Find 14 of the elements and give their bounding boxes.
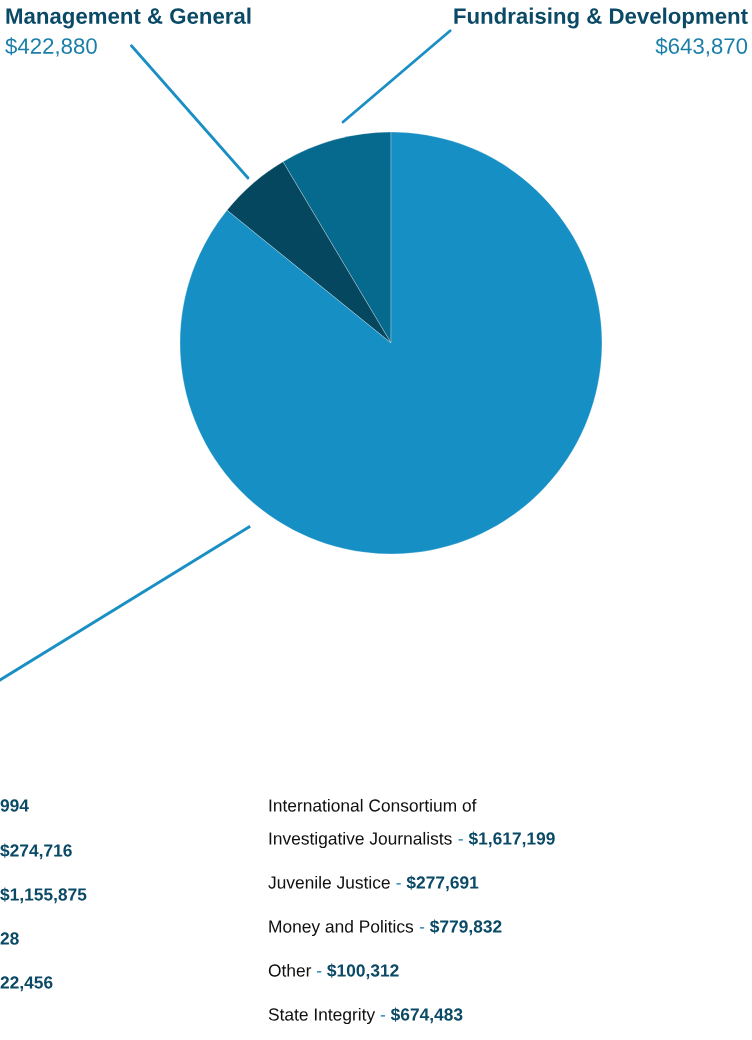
text: International Consortium of Investigative Journalists - $1,617,199: [269, 798, 555, 849]
text: $274,716: [0, 843, 72, 860]
text: 22,456: [0, 976, 53, 992]
text: 28: [0, 932, 19, 945]
text: Juvenile Justice - $277,691: [268, 875, 479, 892]
data-label: $422,880: [5, 37, 97, 57]
text: Other - $100,312: [268, 963, 399, 980]
text: 994: [0, 799, 29, 812]
slice-label: Fundraising & Development: [454, 7, 748, 29]
slice-label: Management & General: [6, 7, 251, 29]
text: State Integrity - $674,483: [268, 1007, 463, 1025]
text: Money and Politics - $779,832: [269, 919, 502, 937]
text: $1,155,875: [0, 887, 87, 904]
data-label: $643,870: [655, 37, 748, 57]
